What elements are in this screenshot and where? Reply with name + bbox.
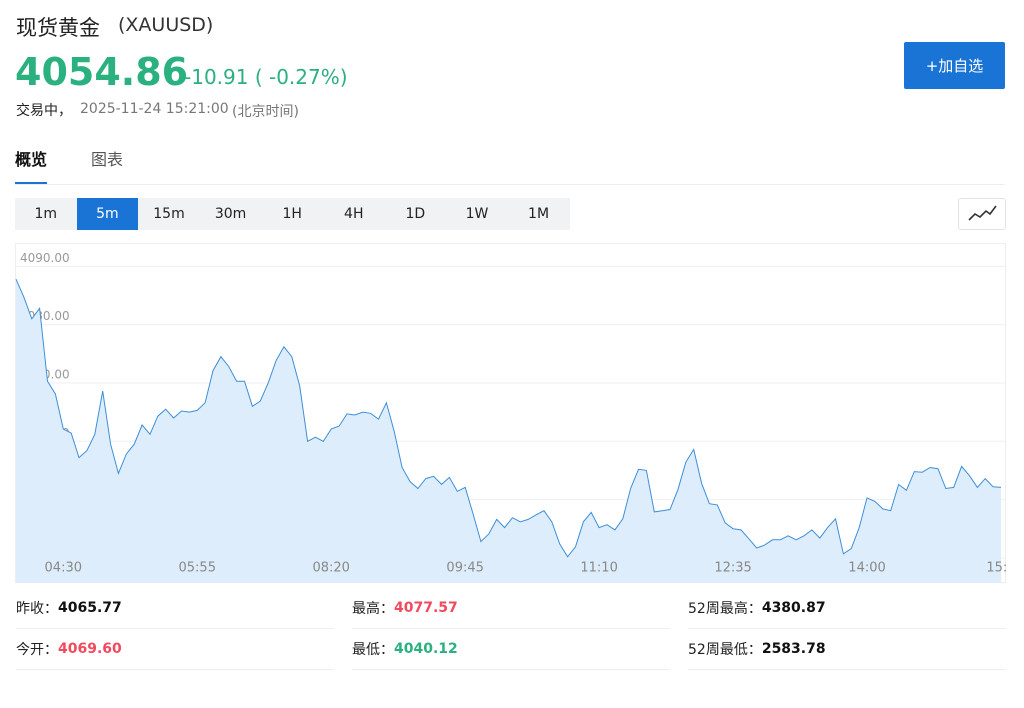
time: 2025-11-24 15:21:00 [80, 101, 229, 117]
stat-value: 2583.78 [761, 641, 826, 657]
stat-value: 4069.60 [58, 641, 122, 657]
stat-value: 4065.77 [58, 600, 122, 616]
area-fill [16, 279, 1001, 583]
x-tick-label: 12:35 [714, 561, 751, 576]
change: -10.91 ( -0.27%) [184, 65, 348, 89]
x-tick-label: 08:20 [312, 561, 349, 576]
stat-value: 4040.12 [394, 641, 458, 657]
chart: 4040.004050.004060.004070.004080.004090.… [15, 243, 1006, 583]
interval-button[interactable]: 1M [528, 206, 550, 222]
interval-bar: 1m 5m 15m 30m 1H 4H 1D 1W 1M [15, 198, 570, 230]
stat-item: 52周最高： 4380.87 [688, 588, 1006, 629]
tab[interactable]: 图表 [91, 150, 124, 169]
x-tick-label: 09:45 [446, 561, 483, 576]
stat-value: 4380.87 [761, 600, 826, 616]
x-tick-label: 05:55 [179, 561, 216, 576]
interval-button[interactable]: 1m [34, 206, 58, 222]
stat-label: 昨收： [16, 601, 58, 617]
x-tick-label: 14:00 [848, 561, 885, 576]
chart-type-icon [968, 205, 997, 221]
stat-item: 今开： 4069.60 [16, 629, 334, 670]
interval-button[interactable]: 1H [282, 206, 302, 222]
symbol: (XAUUSD) [118, 14, 214, 36]
status: 交易中， [16, 103, 72, 119]
tab[interactable]: 概览 [15, 146, 48, 185]
price-line [15, 278, 1002, 558]
tabs: 概览 图表 [15, 146, 123, 185]
stat-label: 52周最高： [688, 601, 762, 617]
interval-button[interactable]: 1D [405, 206, 426, 222]
interval-button[interactable]: 30m [214, 206, 247, 222]
stat-item: 最低： 4040.12 [352, 629, 670, 670]
y-tick-label: 4090.00 [20, 251, 70, 265]
stat-item: 昨收： 4065.77 [16, 588, 334, 629]
stat-label: 今开： [16, 642, 58, 658]
stat-label: 最高： [352, 601, 394, 617]
x-tick-label: 11:10 [580, 561, 617, 576]
interval-button[interactable]: 4H [344, 206, 364, 222]
stat-label: 最低： [352, 642, 394, 658]
x-tick-label: 15:2 [986, 561, 1006, 576]
price: 4054.86 [15, 50, 189, 94]
stat-item: 52周最低： 2583.78 [688, 629, 1006, 670]
chart-type-button[interactable] [958, 198, 1006, 230]
interval-button[interactable]: 5m [76, 198, 139, 230]
interval-button[interactable]: 1W [465, 206, 489, 222]
title: 现货黄金 [16, 16, 100, 40]
x-tick-label: 04:30 [45, 561, 82, 576]
stat-value: 4077.57 [394, 600, 458, 616]
interval-button[interactable]: 15m [153, 206, 185, 222]
timezone: (北京时间) [232, 104, 299, 120]
add-watchlist-button[interactable]: +加自选 [904, 42, 1005, 89]
stat-item: 最高： 4077.57 [352, 588, 670, 629]
tab-divider [15, 184, 1005, 185]
stat-label: 52周最低： [688, 642, 762, 658]
